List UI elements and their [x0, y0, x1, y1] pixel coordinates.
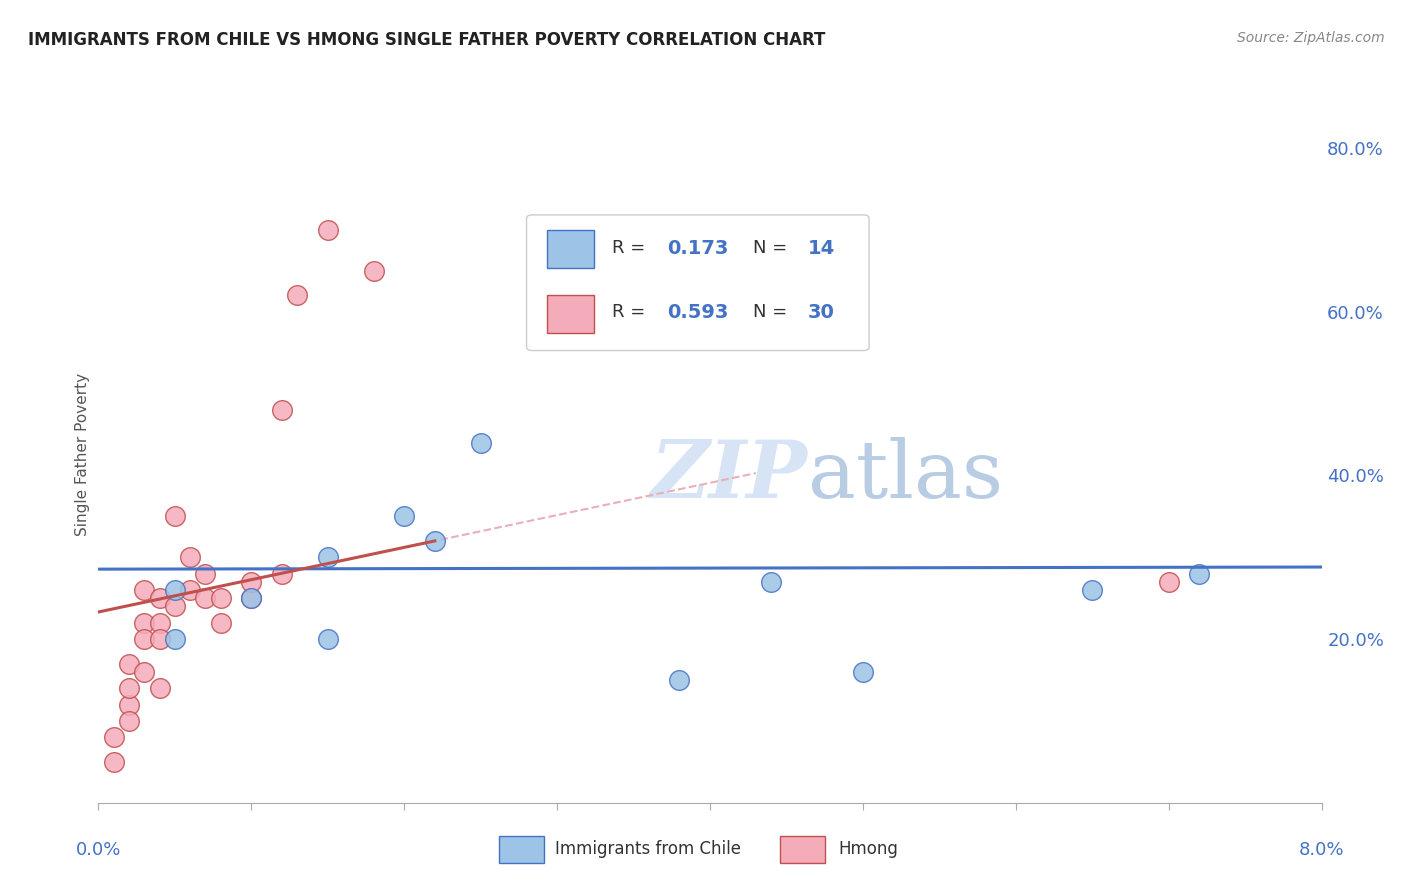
Point	[118, 714, 141, 728]
Text: Immigrants from Chile: Immigrants from Chile	[555, 840, 741, 858]
Text: 0.593: 0.593	[668, 302, 728, 322]
Point	[134, 582, 156, 597]
Point	[285, 288, 308, 302]
Text: 0.0%: 0.0%	[76, 841, 121, 859]
Point	[759, 574, 782, 589]
Point	[316, 223, 339, 237]
Text: R =: R =	[612, 303, 651, 321]
Text: atlas: atlas	[808, 437, 1002, 515]
Point	[240, 591, 263, 606]
Point	[470, 435, 492, 450]
Point	[270, 403, 294, 417]
Point	[392, 509, 416, 524]
Point	[149, 615, 172, 630]
Point	[163, 582, 186, 597]
Point	[149, 591, 172, 606]
Point	[118, 681, 141, 696]
Point	[423, 533, 446, 548]
Point	[134, 665, 156, 679]
Point	[209, 591, 232, 606]
Point	[149, 681, 172, 696]
Point	[1188, 566, 1211, 581]
Point	[852, 665, 875, 679]
Bar	[547, 295, 593, 334]
Text: IMMIGRANTS FROM CHILE VS HMONG SINGLE FATHER POVERTY CORRELATION CHART: IMMIGRANTS FROM CHILE VS HMONG SINGLE FA…	[28, 31, 825, 49]
Bar	[547, 230, 593, 268]
Point	[163, 509, 186, 524]
Point	[316, 632, 339, 646]
Point	[1081, 582, 1104, 597]
Point	[163, 632, 186, 646]
Text: Source: ZipAtlas.com: Source: ZipAtlas.com	[1237, 31, 1385, 45]
Text: 30: 30	[808, 302, 835, 322]
Text: 0.173: 0.173	[668, 239, 728, 258]
Point	[668, 673, 690, 687]
Text: R =: R =	[612, 239, 651, 257]
Y-axis label: Single Father Poverty: Single Father Poverty	[75, 374, 90, 536]
Point	[149, 632, 172, 646]
Point	[194, 591, 217, 606]
Point	[134, 615, 156, 630]
Point	[179, 582, 201, 597]
Text: 14: 14	[808, 239, 835, 258]
Point	[118, 698, 141, 712]
Point	[270, 566, 294, 581]
Text: N =: N =	[752, 239, 793, 257]
Point	[194, 566, 217, 581]
Point	[316, 550, 339, 565]
Text: ZIP: ZIP	[651, 437, 808, 515]
Text: Hmong: Hmong	[838, 840, 898, 858]
Point	[1157, 574, 1180, 589]
Point	[163, 599, 186, 614]
Point	[240, 574, 263, 589]
Point	[363, 264, 385, 278]
Point	[103, 755, 125, 769]
Point	[134, 632, 156, 646]
Point	[103, 731, 125, 745]
Point	[118, 657, 141, 671]
Point	[668, 329, 690, 343]
Point	[209, 615, 232, 630]
FancyBboxPatch shape	[526, 215, 869, 351]
Text: N =: N =	[752, 303, 793, 321]
Text: 8.0%: 8.0%	[1299, 841, 1344, 859]
Point	[179, 550, 201, 565]
Point	[240, 591, 263, 606]
